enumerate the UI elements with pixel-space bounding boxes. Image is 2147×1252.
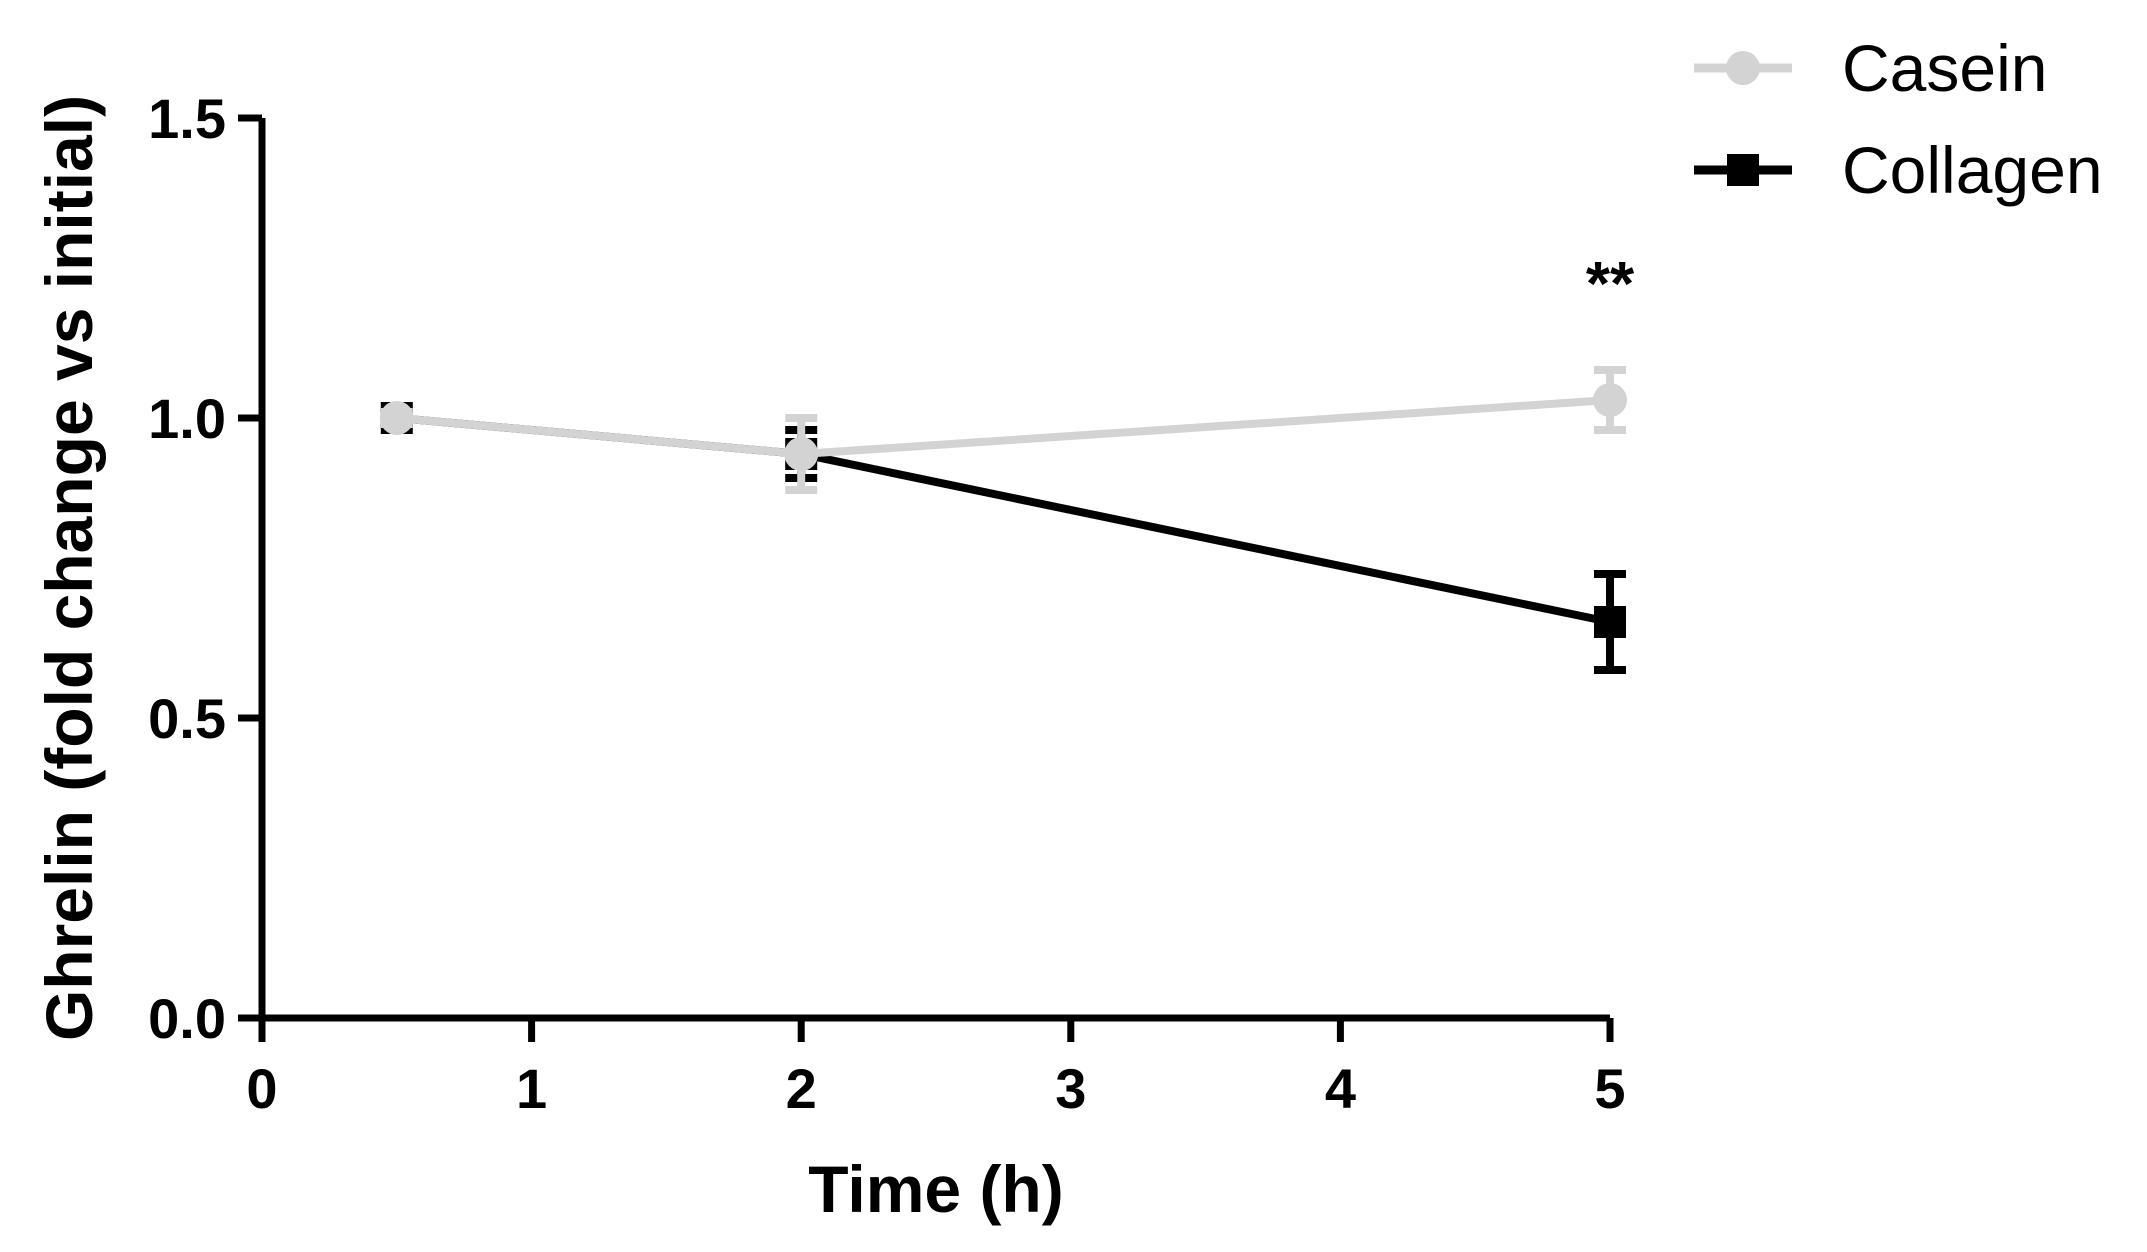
y-tick-label: 1.5: [148, 87, 226, 150]
data-point-casein: [784, 437, 819, 471]
y-tick-label: 0.0: [148, 987, 226, 1050]
x-tick-label: 2: [786, 1057, 817, 1120]
series-line-collagen: [396, 414, 1611, 626]
y-axis-title: Ghrelin (fold change vs initial): [32, 95, 106, 1041]
legend-marker-collagen: [1727, 154, 1759, 186]
legend: Casein Collagen: [1694, 31, 2103, 207]
ticks-group: 0 1 2 3 4 5 0.0 0.5 1.0 1.5: [148, 87, 1625, 1120]
legend-item-casein: Casein: [1694, 31, 2047, 105]
x-tick-label: 3: [1055, 1057, 1086, 1120]
y-tick-label: 0.5: [148, 687, 226, 750]
x-axis-title: Time (h): [808, 1152, 1063, 1226]
x-tick-label: 1: [516, 1057, 547, 1120]
series-group: [379, 366, 1627, 674]
legend-item-collagen: Collagen: [1694, 133, 2103, 207]
axes-group: [238, 118, 1610, 1022]
annotations-group: **: [1586, 250, 1635, 319]
data-point-casein: [1593, 383, 1627, 417]
data-point-casein: [379, 401, 414, 435]
significance-annotation: **: [1586, 250, 1635, 319]
legend-marker-casein: [1726, 51, 1760, 85]
x-tick-label: 5: [1594, 1057, 1625, 1120]
legend-label-casein: Casein: [1842, 31, 2047, 105]
series-casein: [379, 366, 1627, 494]
series-line-casein: [396, 396, 1611, 459]
data-point-collagen: [1594, 606, 1626, 638]
x-tick-label: 4: [1325, 1057, 1356, 1120]
y-tick-label: 1.0: [148, 387, 226, 450]
legend-label-collagen: Collagen: [1842, 133, 2103, 207]
x-tick-label: 0: [246, 1057, 277, 1120]
